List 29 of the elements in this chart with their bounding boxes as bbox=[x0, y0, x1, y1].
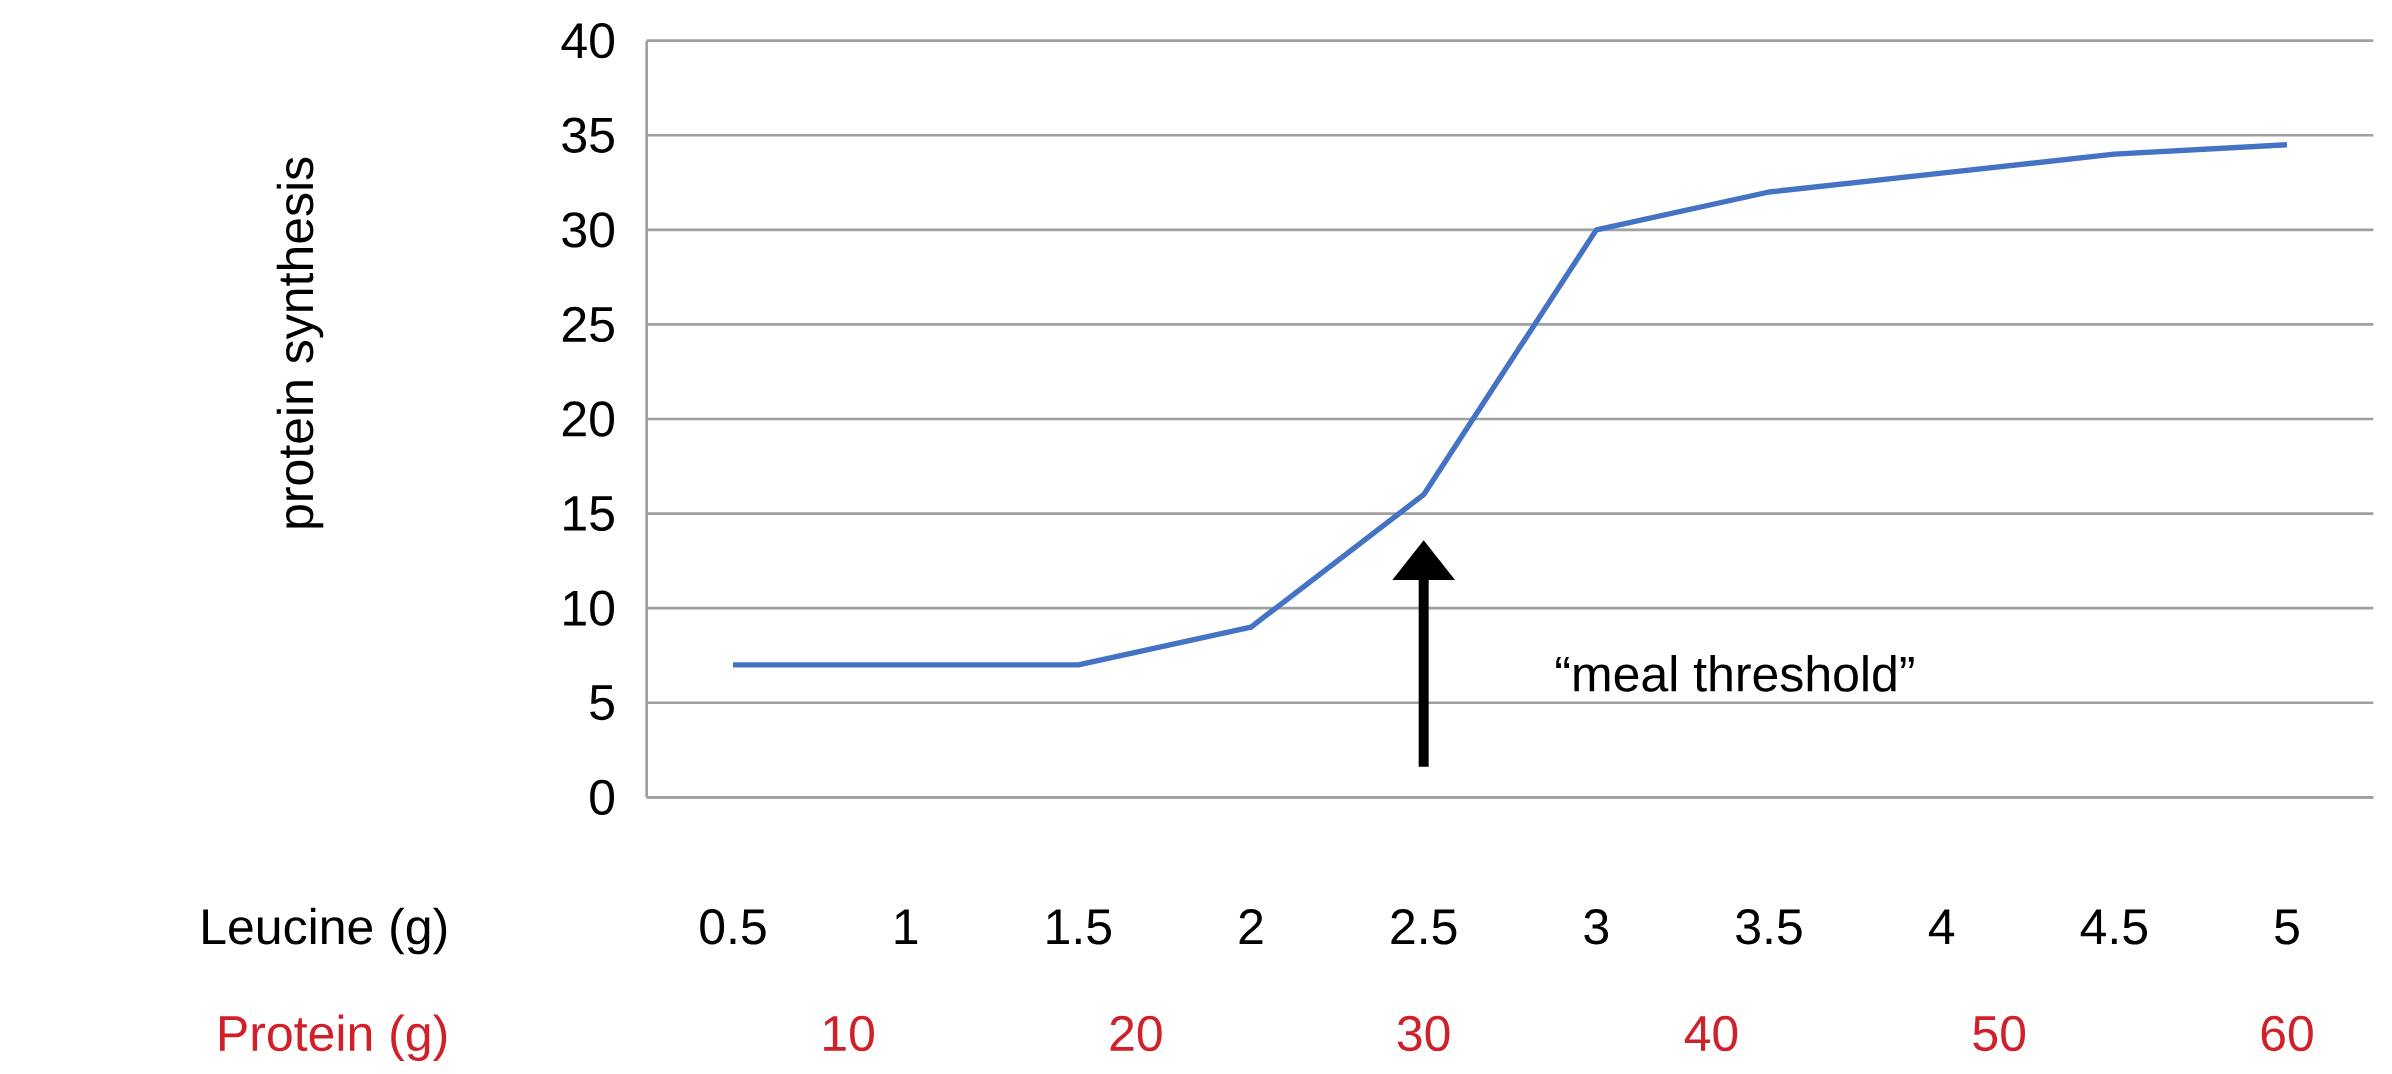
x-tick-label: 4.5 bbox=[2080, 909, 2147, 945]
x-axis-title: Leucine (g) bbox=[203, 907, 447, 955]
x-tick-label: 4 bbox=[1928, 909, 1955, 944]
x2-tick-label: 30 bbox=[1397, 1015, 1450, 1052]
y-tick-label: 20 bbox=[562, 401, 615, 437]
y-tick-label: 0 bbox=[590, 779, 615, 816]
x-tick-label: 3.5 bbox=[1736, 909, 1802, 945]
x-tick-label: 2.5 bbox=[1391, 909, 1457, 945]
x-tick-label: 1.5 bbox=[1047, 909, 1112, 945]
annotation: “meal threshold” bbox=[1556, 655, 1914, 692]
x2-tick-label: 20 bbox=[1110, 1015, 1162, 1052]
x-tick-label: 1 bbox=[895, 909, 918, 944]
y-axis-title: protein synthesis bbox=[276, 157, 324, 528]
y-tick-label: 30 bbox=[562, 212, 615, 248]
y-tick-label: 35 bbox=[562, 117, 614, 153]
y-tick-label: 25 bbox=[562, 306, 614, 343]
x2-tick-label: 60 bbox=[2261, 1015, 2313, 1052]
x-tick-label: 3 bbox=[1584, 909, 1609, 945]
y-tick-label: 15 bbox=[564, 496, 614, 532]
y-tick-label: 40 bbox=[561, 22, 615, 59]
y-tick-label: 10 bbox=[564, 590, 615, 626]
y-tick-label: 5 bbox=[590, 685, 614, 721]
x2-tick-label: 40 bbox=[1684, 1015, 1738, 1052]
x-tick-label: 5 bbox=[2275, 909, 2299, 945]
x2-axis-title: Protein (g) bbox=[220, 1014, 447, 1062]
x2-tick-label: 10 bbox=[824, 1015, 874, 1052]
x-tick-label: 2 bbox=[1239, 909, 1263, 944]
x2-tick-label: 50 bbox=[1973, 1015, 2026, 1052]
x-tick-label: 0.5 bbox=[700, 909, 766, 945]
